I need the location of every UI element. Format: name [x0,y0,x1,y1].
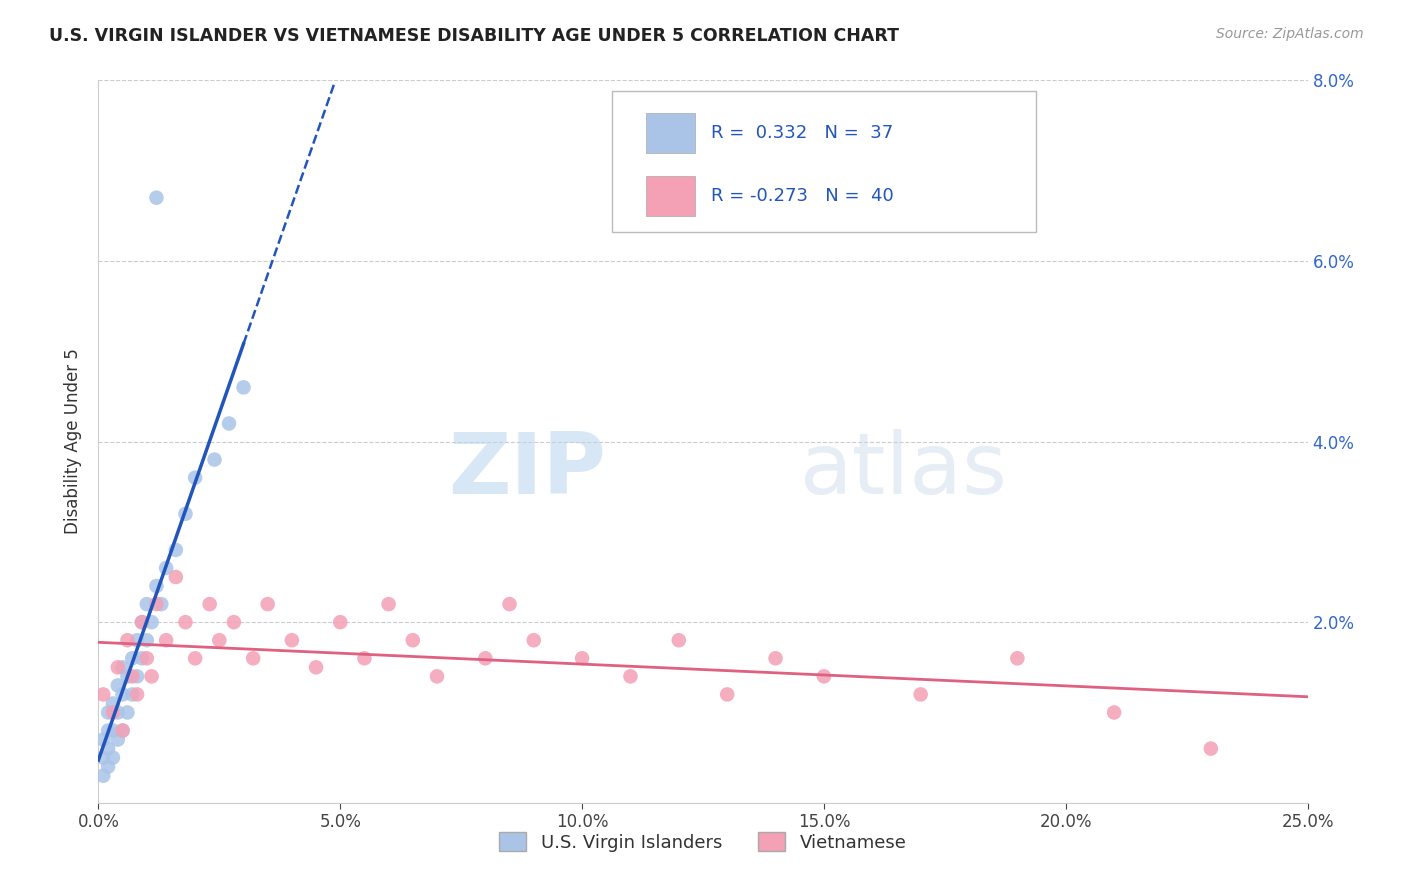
Point [1199,741,1222,756]
Point [184,651,207,665]
Point [131,615,153,630]
Point [107,706,129,720]
Point [668,633,690,648]
Point [402,633,425,648]
Point [813,669,835,683]
Y-axis label: Disability Age Under 5: Disability Age Under 5 [65,349,83,534]
Point [256,597,278,611]
Point [101,750,124,764]
Point [910,687,932,701]
Point [498,597,520,611]
Point [101,697,124,711]
Point [135,597,157,611]
Point [204,452,226,467]
Point [184,471,207,485]
Point [242,651,264,665]
Point [474,651,496,665]
Point [117,706,139,720]
Point [1102,706,1125,720]
Point [281,633,304,648]
Point [198,597,221,611]
Point [131,615,153,630]
Text: atlas: atlas [800,429,1008,512]
Point [619,669,641,683]
Point [571,651,593,665]
Point [1007,651,1029,665]
Point [145,597,167,611]
Point [117,669,139,683]
FancyBboxPatch shape [647,113,695,153]
Point [111,723,134,738]
Point [232,380,254,394]
Point [305,660,328,674]
Point [127,633,149,648]
Point [155,633,177,648]
Point [117,633,139,648]
Point [329,615,352,630]
Point [121,651,143,665]
Legend: U.S. Virgin Islanders, Vietnamese: U.S. Virgin Islanders, Vietnamese [492,825,914,859]
Point [97,706,120,720]
Point [121,669,143,683]
Point [111,687,134,701]
Point [145,191,167,205]
Point [91,750,114,764]
Point [141,615,163,630]
FancyBboxPatch shape [647,176,695,216]
Point [111,660,134,674]
Point [523,633,546,648]
Point [127,669,149,683]
Text: ZIP: ZIP [449,429,606,512]
Point [131,651,153,665]
Text: U.S. VIRGIN ISLANDER VS VIETNAMESE DISABILITY AGE UNDER 5 CORRELATION CHART: U.S. VIRGIN ISLANDER VS VIETNAMESE DISAB… [49,27,900,45]
Point [91,687,114,701]
Point [91,732,114,747]
Point [97,723,120,738]
Point [91,769,114,783]
Point [765,651,787,665]
Point [165,570,187,584]
Point [145,579,167,593]
Text: Source: ZipAtlas.com: Source: ZipAtlas.com [1216,27,1364,41]
Point [174,507,197,521]
Point [107,732,129,747]
Point [222,615,245,630]
Text: R =  0.332   N =  37: R = 0.332 N = 37 [711,124,894,142]
Point [101,723,124,738]
Point [716,687,738,701]
Point [107,660,129,674]
Point [150,597,173,611]
Point [107,678,129,692]
Point [135,633,157,648]
Point [208,633,231,648]
Text: R = -0.273   N =  40: R = -0.273 N = 40 [711,187,894,205]
Point [218,417,240,431]
Point [97,741,120,756]
Point [111,723,134,738]
Point [426,669,449,683]
Point [121,687,143,701]
Point [127,687,149,701]
FancyBboxPatch shape [613,91,1035,232]
Point [155,561,177,575]
Point [165,542,187,557]
Point [353,651,375,665]
Point [377,597,399,611]
Point [174,615,197,630]
Point [101,706,124,720]
Point [135,651,157,665]
Point [97,760,120,774]
Point [141,669,163,683]
